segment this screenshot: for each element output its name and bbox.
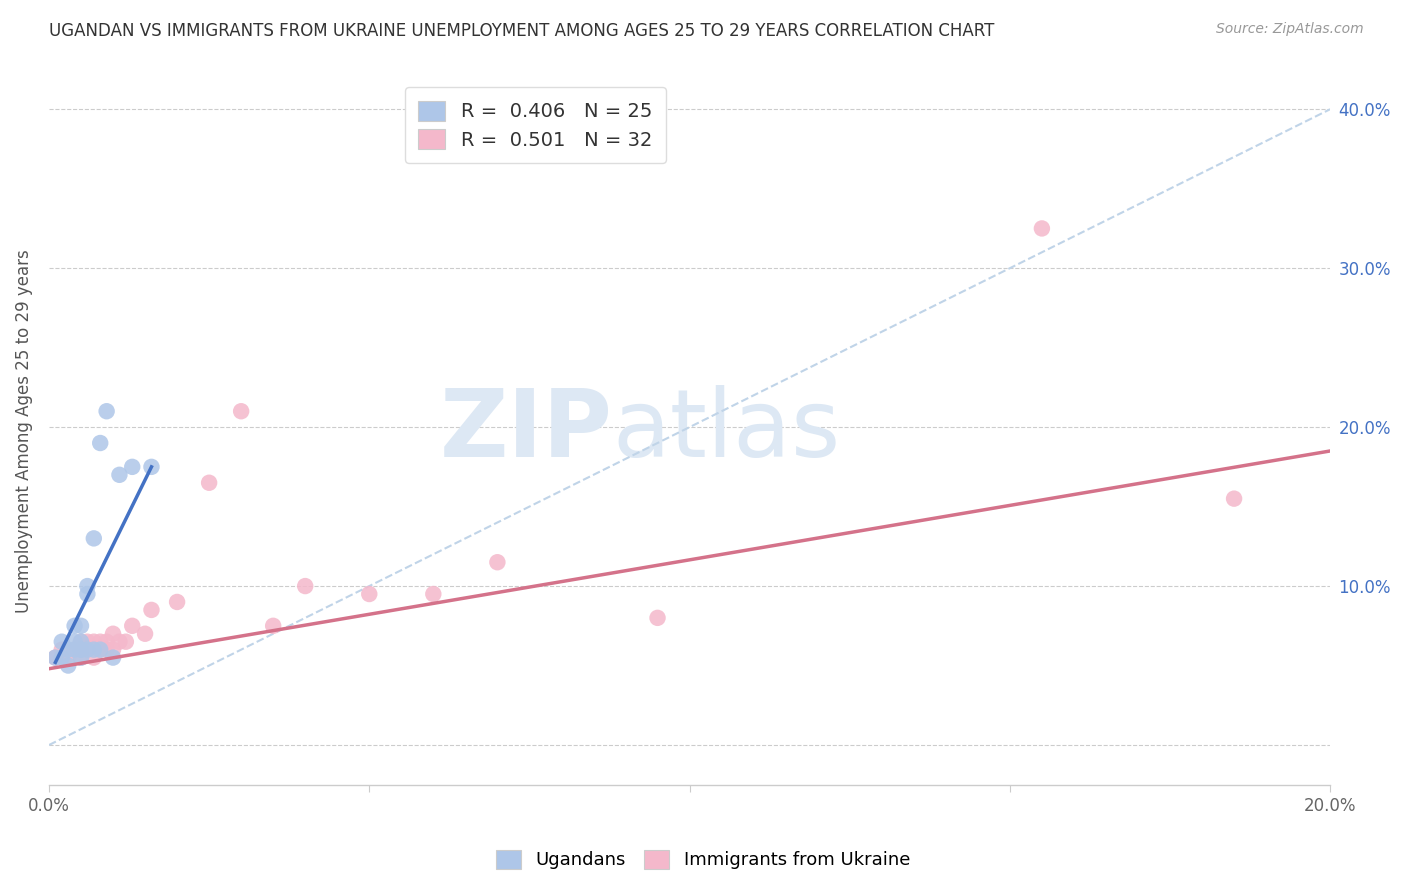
Point	[56, 658, 79, 673]
Point	[70, 642, 93, 657]
Point	[51, 642, 73, 657]
Legend: Ugandans, Immigrants from Ukraine: Ugandans, Immigrants from Ukraine	[486, 841, 920, 879]
Point	[96, 642, 118, 657]
Text: ZIP: ZIP	[440, 385, 613, 477]
Point	[134, 626, 156, 640]
Point	[70, 650, 93, 665]
Point	[83, 642, 105, 657]
Point	[486, 555, 509, 569]
Point	[76, 642, 98, 657]
Point	[96, 404, 118, 418]
Y-axis label: Unemployment Among Ages 25 to 29 years: Unemployment Among Ages 25 to 29 years	[15, 249, 32, 613]
Text: Source: ZipAtlas.com: Source: ZipAtlas.com	[1216, 22, 1364, 37]
Point	[89, 634, 111, 648]
Point	[262, 619, 284, 633]
Point	[63, 634, 86, 648]
Point	[51, 650, 73, 665]
Legend: R =  0.406   N = 25, R =  0.501   N = 32: R = 0.406 N = 25, R = 0.501 N = 32	[405, 87, 666, 163]
Point	[89, 642, 111, 657]
Point	[141, 459, 163, 474]
Point	[51, 634, 73, 648]
Text: atlas: atlas	[613, 385, 841, 477]
Point	[198, 475, 221, 490]
Point	[101, 650, 124, 665]
Point	[70, 642, 93, 657]
Point	[89, 436, 111, 450]
Point	[294, 579, 316, 593]
Point	[1223, 491, 1246, 506]
Point	[101, 642, 124, 657]
Point	[70, 634, 93, 648]
Point	[44, 650, 66, 665]
Point	[108, 467, 131, 482]
Point	[115, 634, 138, 648]
Point	[76, 642, 98, 657]
Point	[141, 603, 163, 617]
Point	[56, 650, 79, 665]
Point	[63, 642, 86, 657]
Point	[83, 532, 105, 546]
Point	[121, 459, 143, 474]
Point	[56, 642, 79, 657]
Point	[108, 634, 131, 648]
Point	[76, 587, 98, 601]
Point	[96, 634, 118, 648]
Point	[1031, 221, 1053, 235]
Point	[44, 650, 66, 665]
Point	[76, 579, 98, 593]
Point	[121, 619, 143, 633]
Point	[70, 619, 93, 633]
Point	[231, 404, 253, 418]
Point	[70, 650, 93, 665]
Text: UGANDAN VS IMMIGRANTS FROM UKRAINE UNEMPLOYMENT AMONG AGES 25 TO 29 YEARS CORREL: UGANDAN VS IMMIGRANTS FROM UKRAINE UNEMP…	[49, 22, 994, 40]
Point	[101, 626, 124, 640]
Point	[647, 611, 669, 625]
Point	[76, 634, 98, 648]
Point	[63, 642, 86, 657]
Point	[83, 650, 105, 665]
Point	[83, 634, 105, 648]
Point	[70, 634, 93, 648]
Point	[166, 595, 188, 609]
Point	[63, 619, 86, 633]
Point	[89, 642, 111, 657]
Point	[422, 587, 444, 601]
Point	[359, 587, 381, 601]
